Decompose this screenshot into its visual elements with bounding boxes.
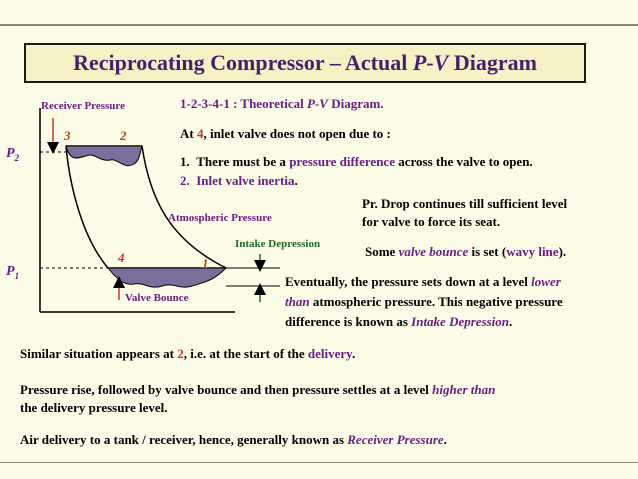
compression-curve	[141, 145, 227, 269]
note-pr-drop-2: for valve to force its seat.	[362, 214, 501, 229]
intake-depression-label: Intake Depression	[235, 238, 321, 250]
note-item-2: 2. Inlet valve inertia.	[180, 173, 298, 188]
slide-title: Reciprocating Compressor – Actual P-V Di…	[73, 50, 537, 75]
note-eventually-2: than atmospheric pressure. This negative…	[285, 294, 563, 309]
expansion-curve	[65, 145, 109, 269]
note-pressure-rise-2: the delivery pressure level.	[20, 400, 168, 415]
valve-bounce-label: Valve Bounce	[125, 292, 189, 304]
delivery-valve-bounce-region	[65, 145, 143, 167]
note-similar: Similar situation appears at 2, i.e. at …	[20, 346, 356, 361]
note-eventually-3: difference is known as Intake Depression…	[285, 314, 513, 329]
atmospheric-pressure-label: Atmospheric Pressure	[168, 212, 272, 224]
point-3-label: 3	[64, 128, 71, 143]
title-box: Reciprocating Compressor – Actual P-V Di…	[24, 43, 586, 83]
p1-label: P1	[6, 264, 20, 281]
point-1-label: 1	[202, 256, 209, 271]
note-eventually-1: Eventually, the pressure sets down at a …	[285, 274, 561, 289]
note-theoretical: 1-2-3-4-1 : Theoretical P-V Diagram.	[180, 96, 384, 111]
note-item-1: 1. There must be a pressure difference a…	[180, 154, 533, 169]
note-valve-bounce: Some valve bounce is set (wavy line).	[365, 244, 567, 259]
note-inlet-valve: At 4, inlet valve does not open due to :	[180, 126, 391, 141]
note-pressure-rise-1: Pressure rise, followed by valve bounce …	[20, 382, 496, 397]
point-4-label: 4	[118, 250, 125, 265]
p2-label: P2	[6, 146, 20, 163]
top-rule	[0, 24, 638, 26]
receiver-pressure-label: Receiver Pressure	[41, 100, 125, 112]
note-pr-drop-1: Pr. Drop continues till sufficient level	[362, 196, 568, 211]
bottom-rule	[0, 462, 638, 463]
suction-valve-bounce-region	[106, 267, 228, 288]
note-air-delivery: Air delivery to a tank / receiver, hence…	[20, 432, 447, 447]
point-2-label: 2	[120, 128, 127, 143]
